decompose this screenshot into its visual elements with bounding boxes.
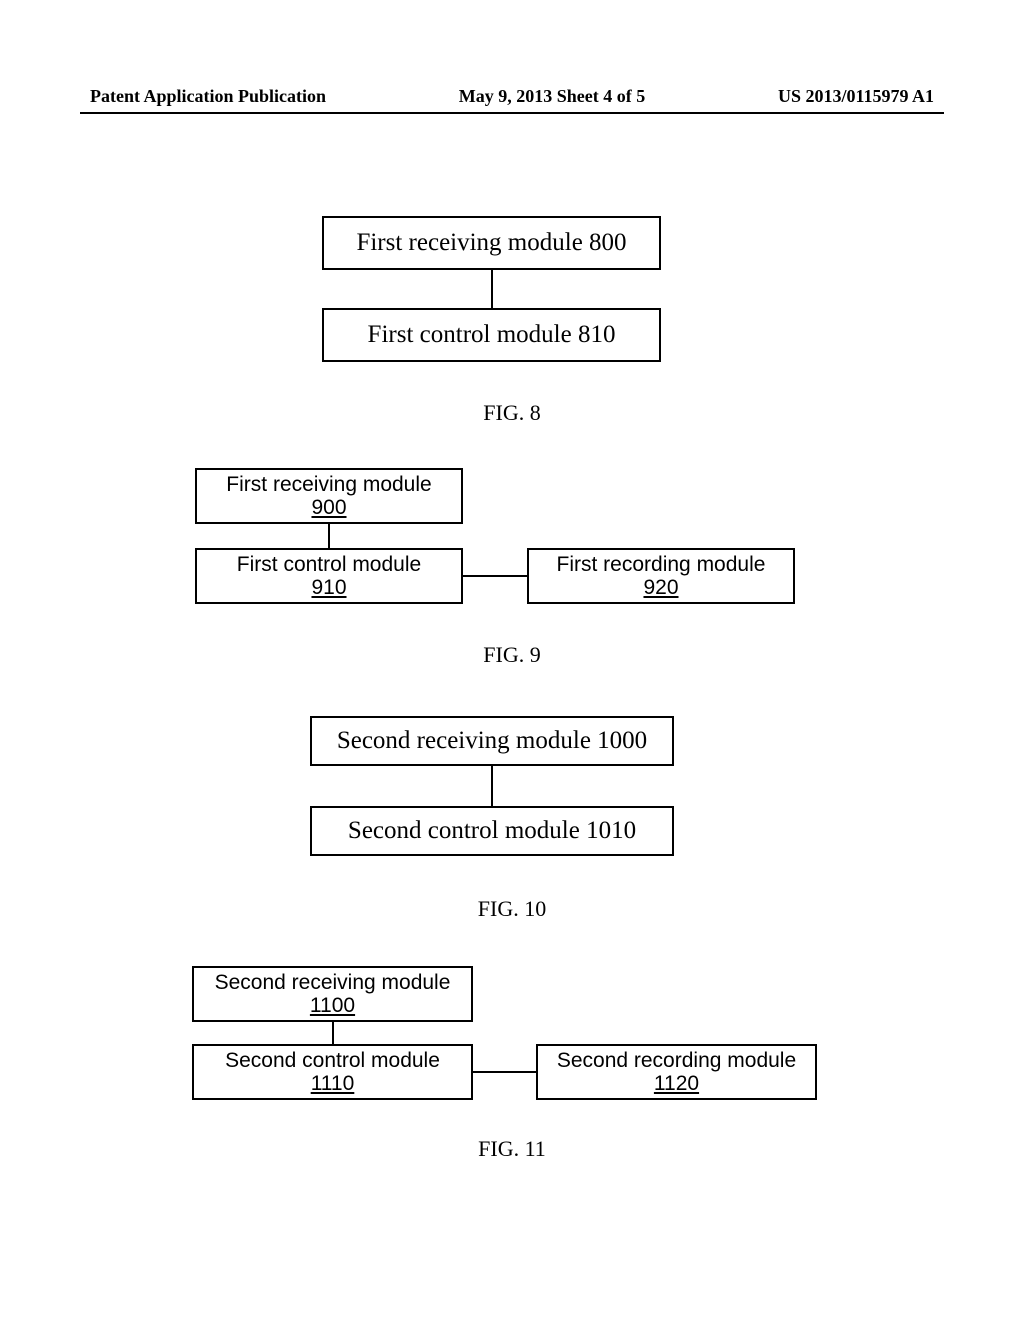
fig9-box-receiving-line1: First receiving module [226,473,431,496]
fig8-box-control: First control module 810 [322,308,661,362]
fig11-box-recording: Second recording module 1120 [536,1044,817,1100]
fig9-box-control-line2: 910 [311,576,346,599]
fig9-box-control-line1: First control module [237,553,421,576]
fig9-box-recording-line1: First recording module [557,553,766,576]
fig8-label: FIG. 8 [0,400,1024,426]
fig8-connector [491,270,493,308]
fig11-box-receiving: Second receiving module 1100 [192,966,473,1022]
fig9-box-recording-line2: 920 [643,576,678,599]
fig11-box-receiving-line2: 1100 [310,994,355,1017]
fig9-box-receiving-line2: 900 [311,496,346,519]
fig9-connector-v [328,524,330,548]
fig10-box-receiving-label: Second receiving module 1000 [337,727,647,755]
fig9-label: FIG. 9 [0,642,1024,668]
fig11-box-receiving-line1: Second receiving module [215,971,451,994]
fig11-connector-v [332,1022,334,1044]
fig9-box-control: First control module 910 [195,548,463,604]
header-right: US 2013/0115979 A1 [778,86,934,107]
page-header: Patent Application Publication May 9, 20… [90,86,934,107]
fig10-box-control: Second control module 1010 [310,806,674,856]
header-rule [80,112,944,114]
header-center: May 9, 2013 Sheet 4 of 5 [459,86,645,107]
fig8-box-receiving: First receiving module 800 [322,216,661,270]
fig9-box-recording: First recording module 920 [527,548,795,604]
fig11-box-control-line2: 1110 [311,1072,355,1095]
fig10-connector [491,766,493,806]
fig8-box-control-label: First control module 810 [368,321,616,349]
fig11-box-control: Second control module 1110 [192,1044,473,1100]
fig9-connector-h [463,575,527,577]
fig11-label: FIG. 11 [0,1136,1024,1162]
fig9-box-receiving: First receiving module 900 [195,468,463,524]
header-left: Patent Application Publication [90,86,326,107]
fig11-box-recording-line2: 1120 [654,1072,699,1095]
fig10-box-control-label: Second control module 1010 [348,817,636,845]
page: Patent Application Publication May 9, 20… [0,0,1024,1320]
fig10-box-receiving: Second receiving module 1000 [310,716,674,766]
fig11-connector-h [473,1071,536,1073]
fig10-label: FIG. 10 [0,896,1024,922]
fig11-box-control-line1: Second control module [225,1049,440,1072]
fig11-box-recording-line1: Second recording module [557,1049,796,1072]
fig8-box-receiving-label: First receiving module 800 [356,229,626,257]
